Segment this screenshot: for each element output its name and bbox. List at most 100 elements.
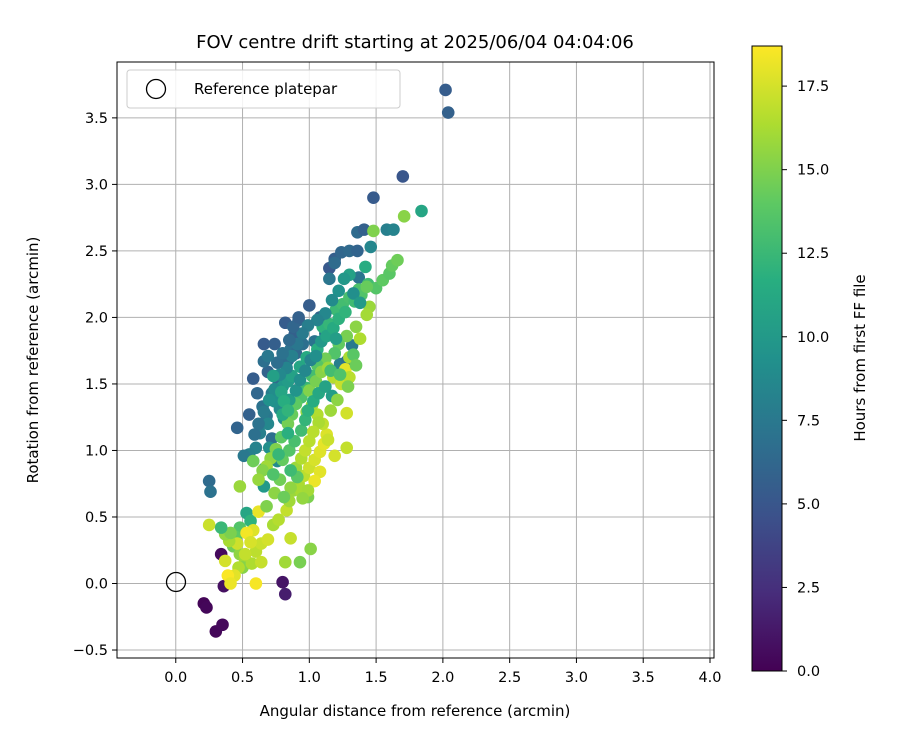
data-point [281,404,295,417]
data-point [311,313,324,327]
x-tick-label: 2.0 [431,670,454,686]
data-point [250,386,264,400]
data-point [313,465,327,479]
data-point [289,384,303,397]
data-point [284,464,297,477]
data-point [340,406,354,420]
data-point [328,256,341,270]
data-point [364,240,378,254]
data-point [307,425,320,439]
data-point [281,417,295,431]
colorbar-tick-label: 17.5 [797,79,829,95]
colorbar-tick-label: 7.5 [797,413,820,429]
y-tick-label: 2.5 [85,244,108,260]
data-point [276,347,289,360]
x-tick-label: 0.5 [231,670,254,686]
data-point [224,526,237,540]
data-point [272,513,285,526]
grid-lines [117,62,714,658]
data-point [367,224,380,238]
data-point [270,356,284,369]
data-point [200,601,213,614]
data-point [266,369,280,383]
data-point [359,260,372,274]
data-point [324,404,337,417]
colorbar-tick-label: 12.5 [797,246,829,262]
data-point [353,296,367,310]
plot-frame [116,61,715,659]
data-point [282,444,296,457]
legend-marker [145,78,167,100]
data-point [321,433,335,447]
data-point [278,555,292,569]
colorbar-gradient [751,45,783,672]
data-point [276,575,289,589]
data-point [260,500,273,513]
data-point [323,272,336,286]
data-point [286,320,300,334]
data-point [439,83,452,97]
data-point [357,223,371,236]
data-point [248,428,261,441]
data-point [261,417,275,431]
legend: Reference platepar [126,69,401,109]
data-point [327,321,340,335]
colorbar-tick-label: 2.5 [797,580,820,596]
data-point [303,299,316,312]
legend-box [126,69,401,109]
data-point [238,547,252,561]
data-point [332,284,346,298]
data-point [261,349,275,363]
data-point [340,441,354,455]
colorbar-tick-label: 0.0 [797,664,820,680]
data-point [218,554,232,568]
data-point [331,393,344,407]
data-point [319,380,332,393]
data-point [252,417,265,431]
data-point [237,449,251,463]
data-point [293,373,307,387]
data-point [360,308,374,322]
data-point [216,618,229,632]
data-point [328,449,341,463]
data-point [296,492,309,505]
data-point [387,223,400,236]
data-point [295,424,308,437]
data-point [230,421,244,435]
data-point [254,555,268,569]
legend-entry-label: Reference platepar [194,80,338,98]
chart-title: FOV centre drift starting at 2025/06/04 … [196,32,634,53]
data-point [262,393,276,407]
data-point [278,587,292,601]
data-point [257,405,271,419]
data-point [339,305,352,319]
data-point [347,287,360,300]
data-point [441,106,455,119]
data-point [341,380,355,393]
data-point [257,337,271,351]
data-point [309,349,323,363]
x-tick-label: 0.0 [164,670,187,686]
data-point [391,253,404,267]
data-point [296,327,309,340]
data-point [351,244,364,258]
data-point [309,374,323,388]
data-point [329,332,343,346]
y-tick-label: 1.5 [85,377,108,393]
data-point [347,348,360,361]
y-tick-label: 1.0 [85,443,108,459]
colorbar-ticks: 0.0 2.5 5.0 7.5 10.0 12.5 15.0 17.5 [782,79,829,680]
data-point [282,333,296,347]
data-point [325,293,339,307]
data-point [246,372,260,385]
data-point [284,531,297,545]
data-point [245,557,259,570]
data-points [197,83,455,638]
data-point [233,480,247,493]
data-point [249,577,263,590]
data-point [328,347,341,360]
y-axis-label: Rotation from reference (arcmin) [24,237,42,484]
data-point [246,454,260,468]
colorbar-tick-label: 5.0 [797,497,820,513]
y-tick-label: 0.0 [85,577,108,593]
